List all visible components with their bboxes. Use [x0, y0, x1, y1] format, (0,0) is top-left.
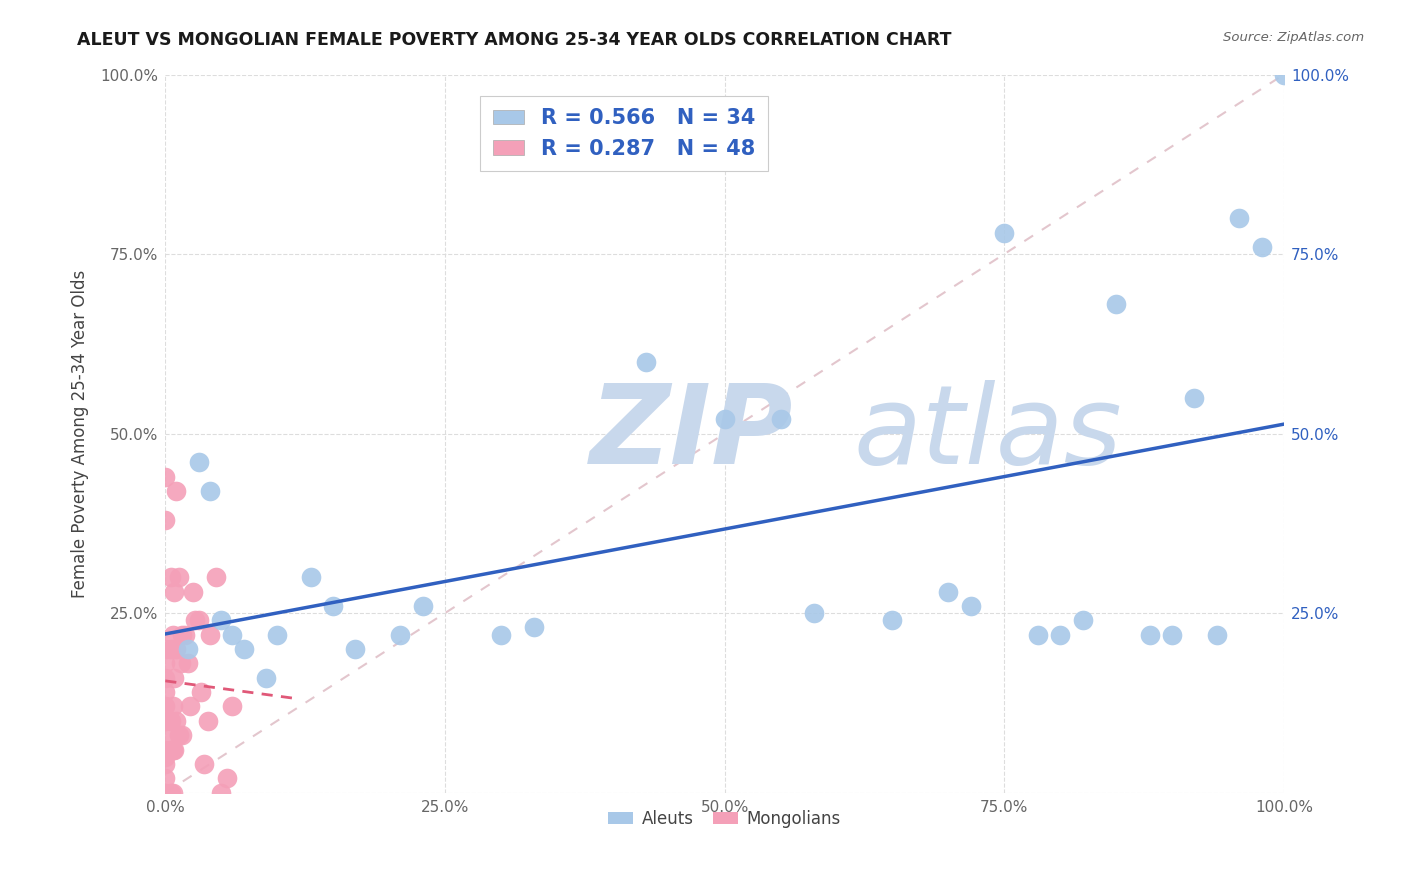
Point	[1071, 613, 1094, 627]
Point	[170, 657, 193, 671]
Point	[193, 756, 215, 771]
Point	[187, 613, 209, 627]
Point	[1272, 68, 1295, 82]
Point	[160, 642, 183, 657]
Point	[198, 628, 221, 642]
Point	[198, 483, 221, 498]
Point	[160, 786, 183, 800]
Point	[215, 772, 238, 786]
Point	[162, 786, 184, 800]
Point	[344, 642, 367, 657]
Y-axis label: Female Poverty Among 25-34 Year Olds: Female Poverty Among 25-34 Year Olds	[72, 269, 89, 598]
Point	[162, 699, 184, 714]
Point	[221, 699, 243, 714]
Point	[254, 671, 277, 685]
Point	[232, 642, 254, 657]
Point	[162, 742, 184, 756]
Point	[389, 628, 412, 642]
Point	[412, 599, 434, 613]
Point	[523, 620, 546, 634]
Point	[162, 628, 184, 642]
Point	[176, 657, 198, 671]
Point	[155, 685, 177, 699]
Point	[299, 570, 322, 584]
Point	[184, 613, 207, 627]
Point	[713, 412, 735, 426]
Point	[166, 714, 188, 728]
Point	[167, 570, 190, 584]
Point	[882, 613, 904, 627]
Point	[197, 714, 219, 728]
Point	[163, 742, 186, 756]
Point	[322, 599, 344, 613]
Point	[1139, 628, 1161, 642]
Point	[155, 728, 177, 742]
Point	[1182, 391, 1205, 405]
Point	[1205, 628, 1227, 642]
Point	[160, 714, 183, 728]
Point	[167, 728, 190, 742]
Point	[209, 613, 232, 627]
Point	[160, 742, 183, 756]
Point	[181, 584, 204, 599]
Point	[155, 671, 177, 685]
Point	[155, 786, 177, 800]
Legend: Aleuts, Mongolians: Aleuts, Mongolians	[602, 804, 848, 835]
Point	[163, 584, 186, 599]
Point	[160, 570, 183, 584]
Point	[1105, 297, 1128, 311]
Point	[155, 642, 177, 657]
Point	[170, 628, 193, 642]
Point	[179, 699, 201, 714]
Point	[803, 606, 825, 620]
Point	[155, 772, 177, 786]
Point	[993, 226, 1015, 240]
Point	[266, 628, 288, 642]
Point	[155, 714, 177, 728]
Point	[155, 742, 177, 756]
Point	[209, 786, 232, 800]
Point	[1026, 628, 1049, 642]
Point	[936, 584, 959, 599]
Text: ALEUT VS MONGOLIAN FEMALE POVERTY AMONG 25-34 YEAR OLDS CORRELATION CHART: ALEUT VS MONGOLIAN FEMALE POVERTY AMONG …	[77, 31, 952, 49]
Point	[1250, 240, 1272, 254]
Text: Source: ZipAtlas.com: Source: ZipAtlas.com	[1223, 31, 1364, 45]
Point	[155, 756, 177, 771]
Point	[170, 728, 193, 742]
Point	[155, 513, 177, 527]
Point	[489, 628, 512, 642]
Point	[155, 749, 177, 764]
Point	[1049, 628, 1071, 642]
Point	[636, 355, 658, 369]
Point	[959, 599, 981, 613]
Point	[163, 671, 186, 685]
Point	[769, 412, 792, 426]
Text: atlas: atlas	[853, 380, 1122, 487]
Point	[166, 642, 188, 657]
Point	[174, 628, 197, 642]
Point	[187, 455, 209, 469]
Text: ZIP: ZIP	[591, 380, 794, 487]
Point	[221, 628, 243, 642]
Point	[176, 642, 198, 657]
Point	[155, 469, 177, 483]
Point	[1161, 628, 1184, 642]
Point	[155, 657, 177, 671]
Point	[155, 699, 177, 714]
Point	[190, 685, 212, 699]
Point	[166, 483, 188, 498]
Point	[1227, 211, 1250, 226]
Point	[204, 570, 226, 584]
